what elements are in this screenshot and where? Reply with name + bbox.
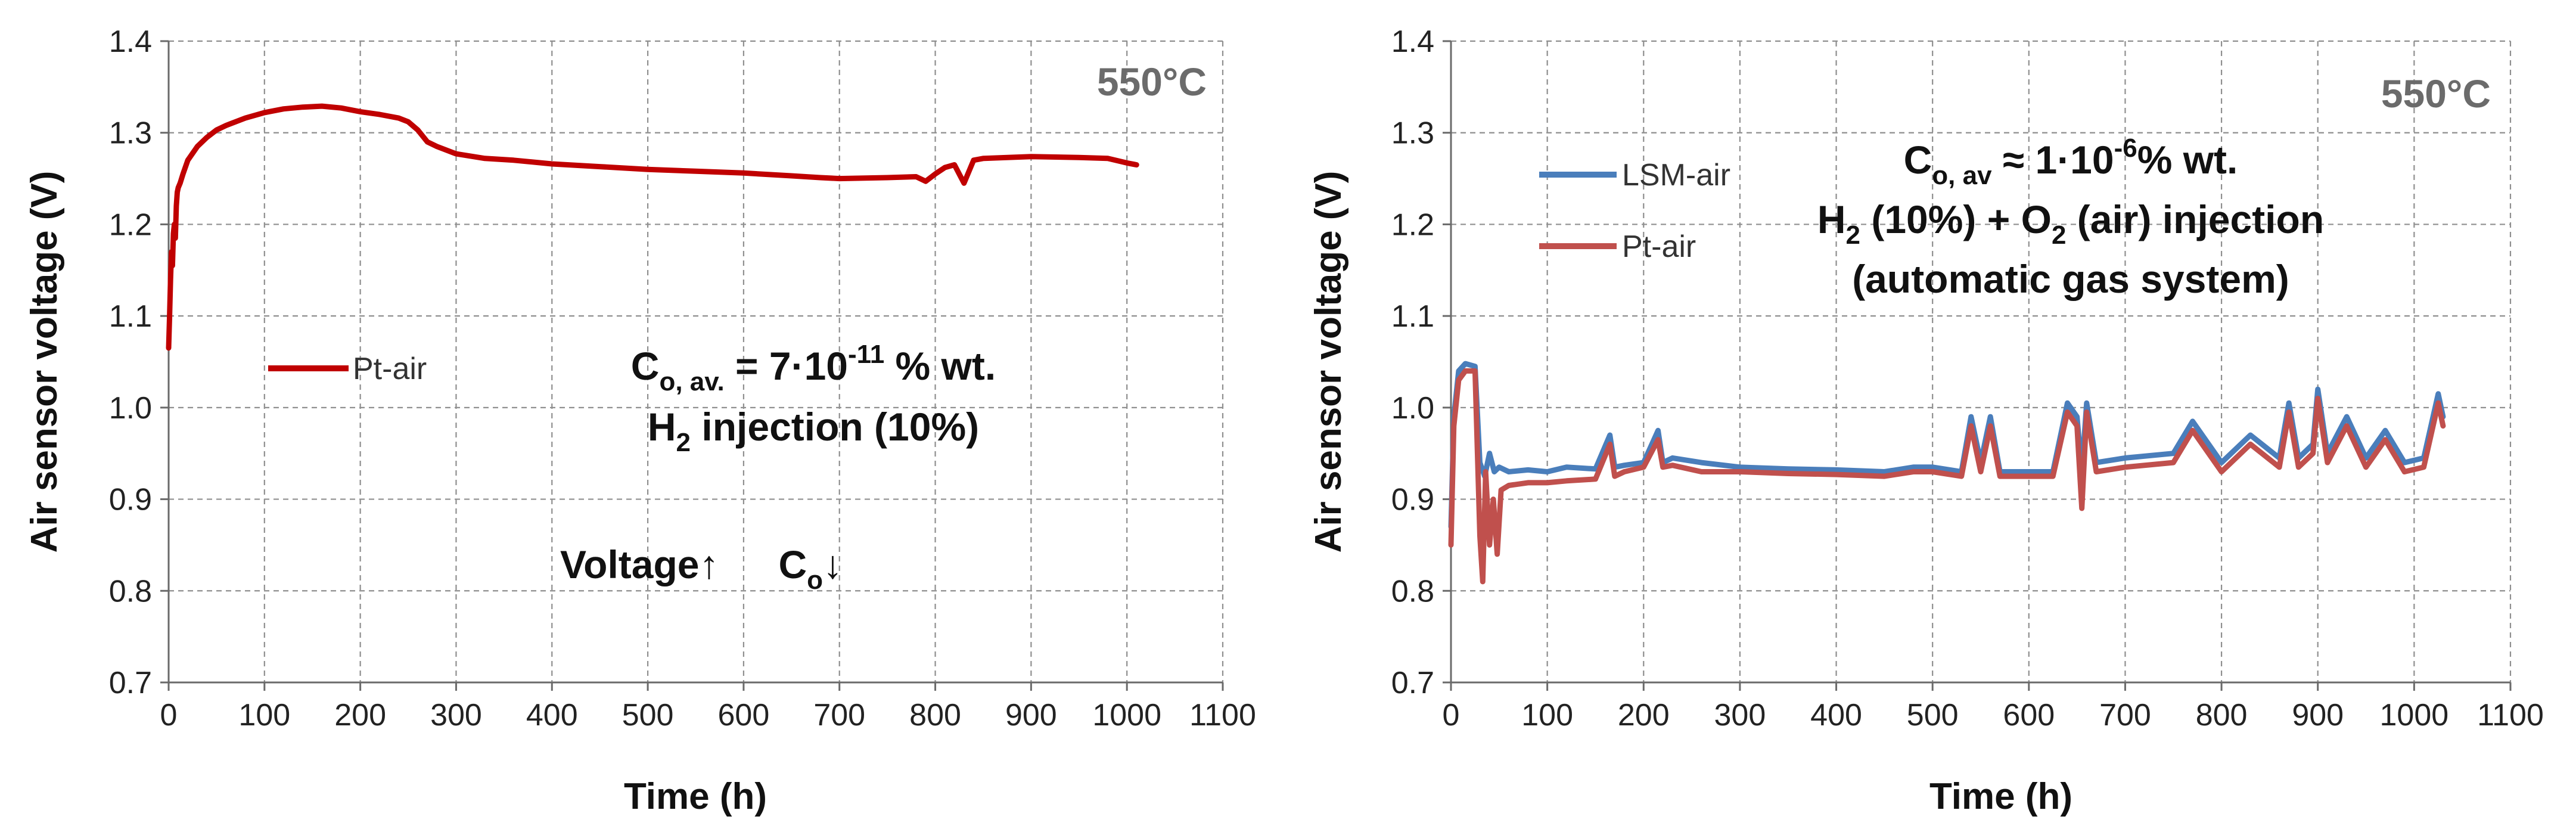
right-temperature-label: 550°C [2381, 72, 2491, 116]
left-y-tick-labels: 0.7 0.8 0.9 1.0 1.1 1.2 1.3 1.4 [109, 24, 169, 700]
left-injection-annotation: H2 injection (10%) [648, 405, 979, 457]
right-chart: 0.7 0.8 0.9 1.0 1.1 1.2 1.3 1.4 0 100 200 300 400 50… [1308, 24, 2544, 817]
left-series-pt-air [166, 103, 1139, 351]
right-injection-annotation: H2 (10%) + O2 (air) injection [1817, 197, 2324, 250]
left-chart: 0.7 0.8 0.9 1.0 1.1 1.2 1.3 1.4 0 100 200 300 400 50… [24, 24, 1256, 817]
left-y-tick-label: 1.0 [109, 391, 152, 426]
right-x-axis-title: Time (h) [1929, 776, 2072, 817]
right-gridlines [1451, 40, 2512, 682]
right-y-axis-title: Air sensor voltage (V) [1308, 171, 1349, 553]
right-y-tick-label: 0.8 [1391, 574, 1434, 609]
right-y-tick-label: 1.2 [1391, 207, 1434, 242]
left-y-tick-label: 1.2 [109, 207, 152, 242]
left-x-tick-label: 400 [526, 698, 578, 733]
left-y-tick-label: 0.8 [109, 574, 152, 609]
left-x-tick-label: 200 [334, 698, 386, 733]
right-x-tick-label: 700 [2099, 698, 2151, 733]
left-concentration-annotation: Co, av. = 7·10-11 % wt. [631, 340, 996, 396]
right-gas-system-annotation: (automatic gas system) [1852, 257, 2289, 301]
right-legend-label-pt-air: Pt-air [1622, 229, 1696, 264]
left-y-tick-label: 1.4 [109, 24, 152, 59]
left-x-tick-label: 600 [718, 698, 770, 733]
right-concentration-annotation: Co, av ≈ 1·10-6% wt. [1904, 134, 2238, 190]
left-gridlines [169, 40, 1224, 682]
left-x-tick-labels: 0 100 200 300 400 500 600 700 800 900 1000 1100 [160, 682, 1256, 733]
left-x-tick-label: 700 [813, 698, 865, 733]
right-x-tick-label: 0 [1443, 698, 1460, 733]
right-y-tick-label: 1.3 [1391, 116, 1434, 151]
left-x-tick-label: 1100 [1189, 698, 1256, 733]
right-x-tick-label: 1000 [2380, 698, 2449, 733]
left-y-tick-label: 0.7 [109, 666, 152, 700]
right-x-tick-label: 200 [1618, 698, 1670, 733]
right-y-tick-label: 1.0 [1391, 391, 1434, 426]
left-legend-label-pt-air: Pt-air [353, 352, 427, 386]
left-y-tick-label: 0.9 [109, 483, 152, 517]
left-x-tick-label: 900 [1005, 698, 1057, 733]
left-y-tick-label: 1.3 [109, 116, 152, 151]
left-temperature-label: 550°C [1097, 60, 1207, 104]
left-y-axis-title: Air sensor voltage (V) [24, 171, 65, 553]
right-x-tick-label: 400 [1810, 698, 1862, 733]
right-x-tick-labels: 0 100 200 300 400 500 600 700 800 900 1000 1100 [1443, 682, 2544, 733]
left-x-axis-title: Time (h) [624, 776, 767, 817]
right-y-tick-label: 0.9 [1391, 483, 1434, 517]
right-series-group [1448, 361, 2446, 585]
right-x-tick-label: 500 [1907, 698, 1959, 733]
left-x-tick-label: 0 [160, 698, 178, 733]
left-x-tick-label: 1000 [1092, 698, 1161, 733]
right-y-tick-label: 0.7 [1391, 666, 1434, 700]
right-y-tick-label: 1.1 [1391, 299, 1434, 334]
left-series-group [166, 103, 1139, 351]
left-trend-annotation: Voltage↑ Co↓ [560, 542, 843, 595]
right-x-tick-label: 300 [1714, 698, 1766, 733]
right-x-tick-label: 900 [2292, 698, 2344, 733]
right-y-tick-label: 1.4 [1391, 24, 1434, 59]
left-x-tick-label: 500 [622, 698, 674, 733]
left-x-tick-label: 300 [430, 698, 482, 733]
left-x-tick-label: 100 [238, 698, 290, 733]
right-x-tick-label: 600 [2003, 698, 2055, 733]
right-legend-label-lsm-air: LSM-air [1622, 158, 1730, 193]
right-x-tick-label: 1100 [2477, 698, 2544, 733]
right-y-tick-labels: 0.7 0.8 0.9 1.0 1.1 1.2 1.3 1.4 [1391, 24, 1451, 700]
right-series-pt-air [1448, 368, 2446, 585]
left-x-tick-label: 800 [909, 698, 961, 733]
right-x-tick-label: 800 [2196, 698, 2248, 733]
right-x-tick-label: 100 [1521, 698, 1573, 733]
left-y-tick-label: 1.1 [109, 299, 152, 334]
